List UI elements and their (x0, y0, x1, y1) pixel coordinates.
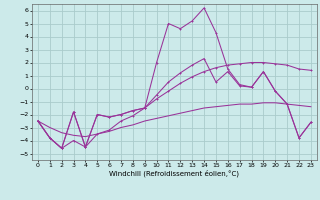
X-axis label: Windchill (Refroidissement éolien,°C): Windchill (Refroidissement éolien,°C) (109, 170, 239, 177)
